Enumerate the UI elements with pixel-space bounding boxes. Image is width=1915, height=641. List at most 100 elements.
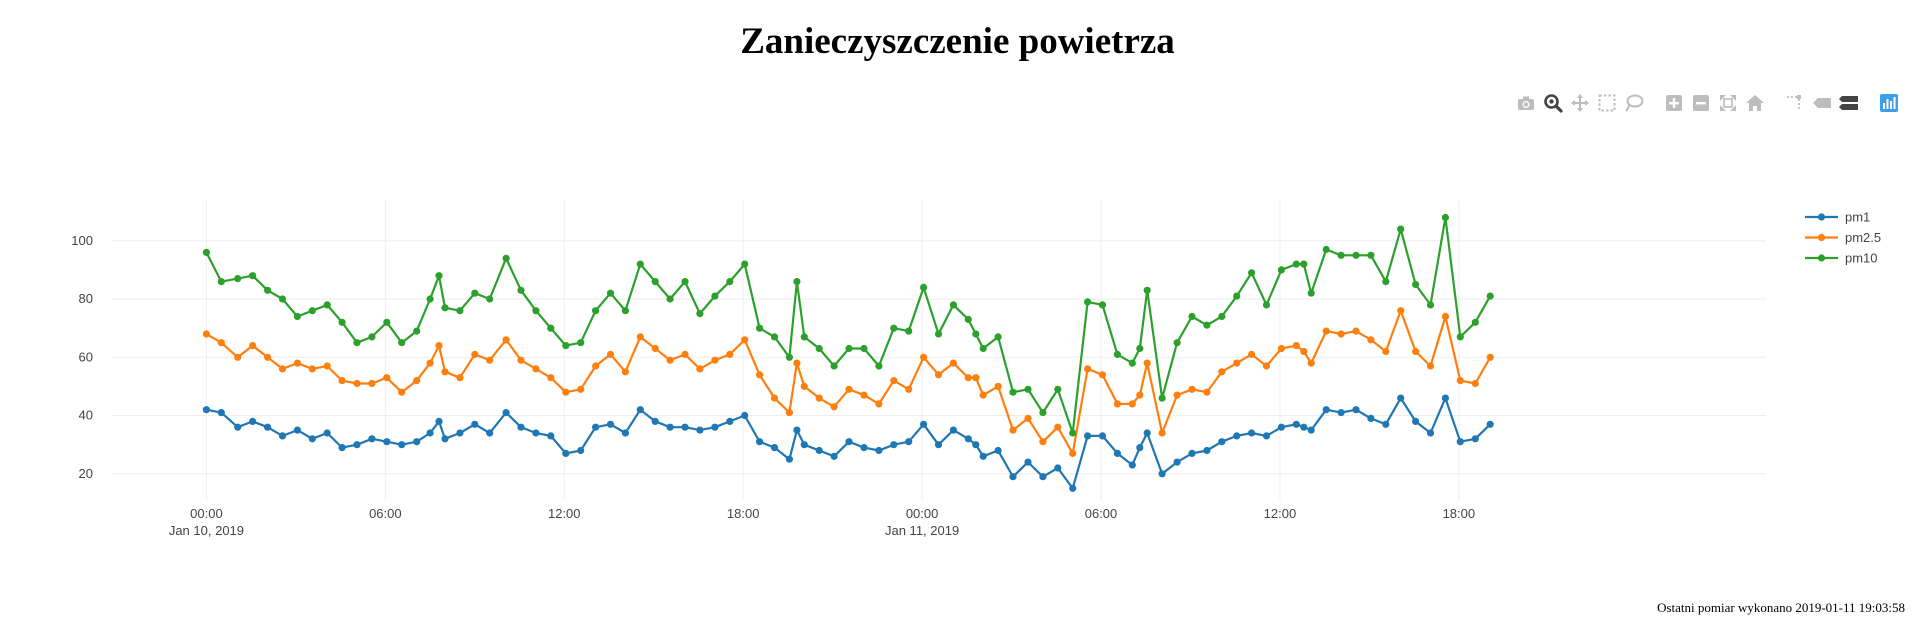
data-point[interactable] bbox=[398, 339, 406, 347]
data-point[interactable] bbox=[323, 362, 331, 370]
pan-icon[interactable] bbox=[1569, 92, 1591, 114]
data-point[interactable] bbox=[994, 446, 1002, 455]
data-point[interactable] bbox=[278, 432, 287, 440]
data-point[interactable] bbox=[1426, 429, 1435, 437]
data-point[interactable] bbox=[1441, 312, 1449, 321]
data-point[interactable] bbox=[785, 353, 794, 361]
data-point[interactable] bbox=[308, 307, 316, 315]
data-point[interactable] bbox=[413, 438, 421, 446]
data-point[interactable] bbox=[1367, 251, 1375, 259]
data-point[interactable] bbox=[577, 385, 585, 393]
data-point[interactable] bbox=[202, 406, 210, 414]
data-point[interactable] bbox=[890, 441, 898, 449]
data-point[interactable] bbox=[1024, 458, 1032, 466]
data-point[interactable] bbox=[1233, 359, 1241, 367]
data-point[interactable] bbox=[1054, 385, 1062, 393]
data-point[interactable] bbox=[264, 353, 272, 361]
data-point[interactable] bbox=[293, 359, 301, 367]
data-point[interactable] bbox=[517, 286, 525, 294]
data-point[interactable] bbox=[934, 330, 943, 338]
spike-lines-icon[interactable] bbox=[1784, 92, 1806, 114]
data-point[interactable] bbox=[875, 400, 883, 408]
data-point[interactable] bbox=[741, 336, 749, 344]
data-point[interactable] bbox=[1084, 298, 1092, 306]
data-point[interactable] bbox=[1322, 327, 1330, 335]
data-point[interactable] bbox=[972, 441, 980, 449]
data-point[interactable] bbox=[293, 312, 301, 321]
data-point[interactable] bbox=[562, 342, 570, 350]
data-point[interactable] bbox=[793, 426, 801, 434]
data-point[interactable] bbox=[815, 446, 823, 455]
data-point[interactable] bbox=[217, 278, 225, 286]
data-point[interactable] bbox=[860, 391, 868, 399]
data-point[interactable] bbox=[785, 409, 794, 417]
data-point[interactable] bbox=[1203, 388, 1211, 396]
data-point[interactable] bbox=[1456, 438, 1464, 446]
data-point[interactable] bbox=[1486, 420, 1494, 428]
data-point[interactable] bbox=[770, 444, 779, 452]
data-point[interactable] bbox=[1277, 344, 1285, 353]
data-point[interactable] bbox=[1069, 449, 1077, 457]
data-point[interactable] bbox=[1292, 342, 1300, 350]
data-point[interactable] bbox=[1300, 423, 1308, 431]
data-point[interactable] bbox=[471, 289, 479, 297]
data-point[interactable] bbox=[323, 301, 331, 309]
data-point[interactable] bbox=[517, 356, 525, 364]
data-point[interactable] bbox=[1218, 312, 1226, 321]
data-point[interactable] bbox=[1233, 432, 1241, 440]
data-point[interactable] bbox=[1307, 359, 1315, 367]
reset-axes-icon[interactable] bbox=[1744, 92, 1766, 114]
data-point[interactable] bbox=[426, 295, 434, 303]
data-point[interactable] bbox=[994, 333, 1002, 341]
data-point[interactable] bbox=[1382, 278, 1390, 286]
data-point[interactable] bbox=[1173, 458, 1181, 466]
data-point[interactable] bbox=[368, 333, 376, 341]
zoom-icon[interactable] bbox=[1542, 92, 1564, 114]
data-point[interactable] bbox=[1143, 359, 1151, 367]
data-point[interactable] bbox=[502, 336, 510, 344]
data-point[interactable] bbox=[1300, 260, 1308, 268]
data-point[interactable] bbox=[972, 374, 980, 382]
data-point[interactable] bbox=[964, 315, 972, 323]
data-point[interactable] bbox=[517, 423, 525, 431]
data-point[interactable] bbox=[905, 438, 913, 446]
data-point[interactable] bbox=[426, 429, 434, 437]
data-point[interactable] bbox=[1069, 484, 1077, 492]
data-point[interactable] bbox=[1173, 391, 1181, 399]
data-point[interactable] bbox=[890, 324, 898, 332]
data-point[interactable] bbox=[1024, 414, 1032, 422]
data-point[interactable] bbox=[547, 324, 555, 332]
data-point[interactable] bbox=[383, 438, 391, 446]
data-point[interactable] bbox=[1248, 269, 1256, 277]
data-point[interactable] bbox=[592, 362, 600, 370]
data-point[interactable] bbox=[308, 435, 316, 443]
data-point[interactable] bbox=[1337, 409, 1345, 417]
data-point[interactable] bbox=[1307, 426, 1315, 434]
data-point[interactable] bbox=[532, 365, 540, 373]
data-point[interactable] bbox=[368, 379, 376, 388]
data-point[interactable] bbox=[435, 342, 443, 350]
data-point[interactable] bbox=[972, 330, 980, 338]
data-point[interactable] bbox=[711, 292, 719, 300]
autoscale-icon[interactable] bbox=[1717, 92, 1739, 114]
data-point[interactable] bbox=[979, 391, 987, 399]
data-point[interactable] bbox=[413, 377, 421, 385]
data-point[interactable] bbox=[577, 339, 585, 347]
data-point[interactable] bbox=[681, 278, 689, 286]
data-point[interactable] bbox=[338, 444, 346, 452]
data-point[interactable] bbox=[1136, 344, 1144, 353]
data-point[interactable] bbox=[845, 385, 853, 393]
data-point[interactable] bbox=[1069, 429, 1077, 437]
data-point[interactable] bbox=[756, 324, 764, 332]
data-point[interactable] bbox=[435, 272, 443, 280]
data-point[interactable] bbox=[979, 452, 987, 460]
data-point[interactable] bbox=[1009, 388, 1017, 396]
data-point[interactable] bbox=[1262, 432, 1271, 440]
data-point[interactable] bbox=[681, 350, 689, 358]
data-point[interactable] bbox=[1262, 301, 1271, 309]
data-point[interactable] bbox=[486, 356, 494, 364]
data-point[interactable] bbox=[323, 429, 331, 437]
data-point[interactable] bbox=[1113, 400, 1121, 408]
data-point[interactable] bbox=[1203, 321, 1211, 329]
data-point[interactable] bbox=[1128, 400, 1136, 408]
